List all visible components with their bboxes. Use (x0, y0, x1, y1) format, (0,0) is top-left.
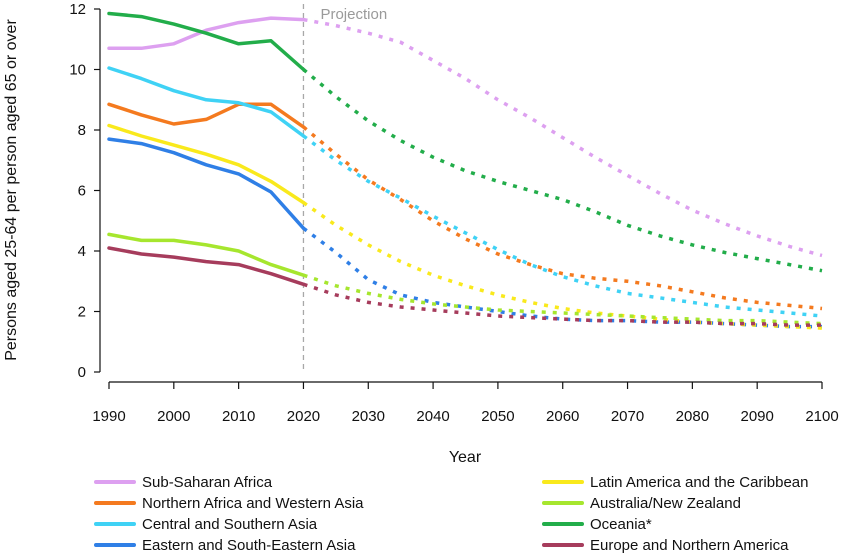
legend-item: Latin America and the Caribbean (542, 474, 808, 491)
y-axis-label: Persons aged 25-64 per person aged 65 or… (3, 19, 20, 361)
legend-label: Central and Southern Asia (142, 516, 318, 533)
y-tick-label: 10 (69, 62, 86, 79)
x-ticks: 1990 2000 2010 2020 2030 2040 2050 2060 2070 2080… (92, 382, 839, 425)
series-line-observed-eastern-and-south-eastern-asia (107, 137, 306, 231)
x-tick-label: 2000 (157, 408, 190, 425)
legend-item: Central and Southern Asia (94, 516, 318, 533)
y-ticks: 0 2 4 6 8 10 12 (69, 1, 100, 381)
x-tick-label: 2080 (676, 408, 709, 425)
x-axis-label: Year (449, 449, 482, 466)
y-tick-label: 8 (78, 122, 86, 139)
series-line-projected-sub-saharan-africa (303, 17, 823, 258)
projection-label: Projection (320, 6, 387, 23)
legend-label: Northern Africa and Western Asia (142, 495, 364, 512)
x-tick-label: 2050 (481, 408, 514, 425)
legend-item: Europe and Northern America (542, 537, 789, 553)
legend-label: Europe and Northern America (590, 537, 789, 553)
x-tick-label: 1990 (92, 408, 125, 425)
plot-area (107, 11, 823, 330)
x-tick-label: 2040 (416, 408, 449, 425)
x-tick-label: 2090 (740, 408, 773, 425)
legend-item: Oceania* (542, 516, 652, 533)
x-tick-label: 2070 (611, 408, 644, 425)
x-tick-label: 2020 (287, 408, 320, 425)
series-line-observed-sub-saharan-africa (107, 16, 306, 51)
series-line-projected-latin-america-and-the-caribbean (302, 201, 823, 330)
series-line-observed-latin-america-and-the-caribbean (107, 123, 306, 205)
series-line-projected-northern-africa-and-western-asia (302, 125, 823, 311)
series-line-observed-northern-africa-and-western-asia (107, 102, 306, 129)
legend-item: Northern Africa and Western Asia (94, 495, 364, 512)
series-line-projected-europe-and-northern-america (302, 282, 822, 327)
axes: 0 2 4 6 8 10 12 1990 2000 2010 2020 2030 2040 2050 20… (3, 1, 839, 466)
legend-label: Australia/New Zealand (590, 495, 741, 512)
series-line-projected-eastern-and-south-eastern-asia (302, 226, 822, 329)
series-line-projected-oceania (302, 68, 823, 273)
y-tick-label: 6 (78, 183, 86, 200)
legend-label: Eastern and South-Eastern Asia (142, 537, 356, 553)
legend-label: Oceania* (590, 516, 652, 533)
series-line-projected-central-and-southern-asia (302, 134, 823, 318)
legend-item: Sub-Saharan Africa (94, 474, 273, 491)
y-tick-label: 2 (78, 304, 86, 321)
x-tick-label: 2010 (222, 408, 255, 425)
y-tick-label: 0 (78, 364, 86, 381)
x-tick-label: 2100 (805, 408, 838, 425)
x-tick-label: 2060 (546, 408, 579, 425)
series-line-observed-central-and-southern-asia (107, 66, 306, 138)
legend-item: Australia/New Zealand (542, 495, 741, 512)
legend-label: Sub-Saharan Africa (142, 474, 273, 491)
y-tick-label: 12 (69, 1, 86, 18)
legend: Sub-Saharan Africa Northern Africa and We… (94, 474, 808, 553)
series-line-observed-australia-new-zealand (107, 232, 306, 277)
series-line-observed-europe-and-northern-america (107, 246, 306, 287)
y-tick-label: 4 (78, 243, 86, 260)
series-line-projected-australia-new-zealand (302, 273, 823, 326)
series-line-observed-oceania (107, 11, 306, 72)
legend-item: Eastern and South-Eastern Asia (94, 537, 356, 553)
legend-label: Latin America and the Caribbean (590, 474, 808, 491)
x-tick-label: 2030 (352, 408, 385, 425)
